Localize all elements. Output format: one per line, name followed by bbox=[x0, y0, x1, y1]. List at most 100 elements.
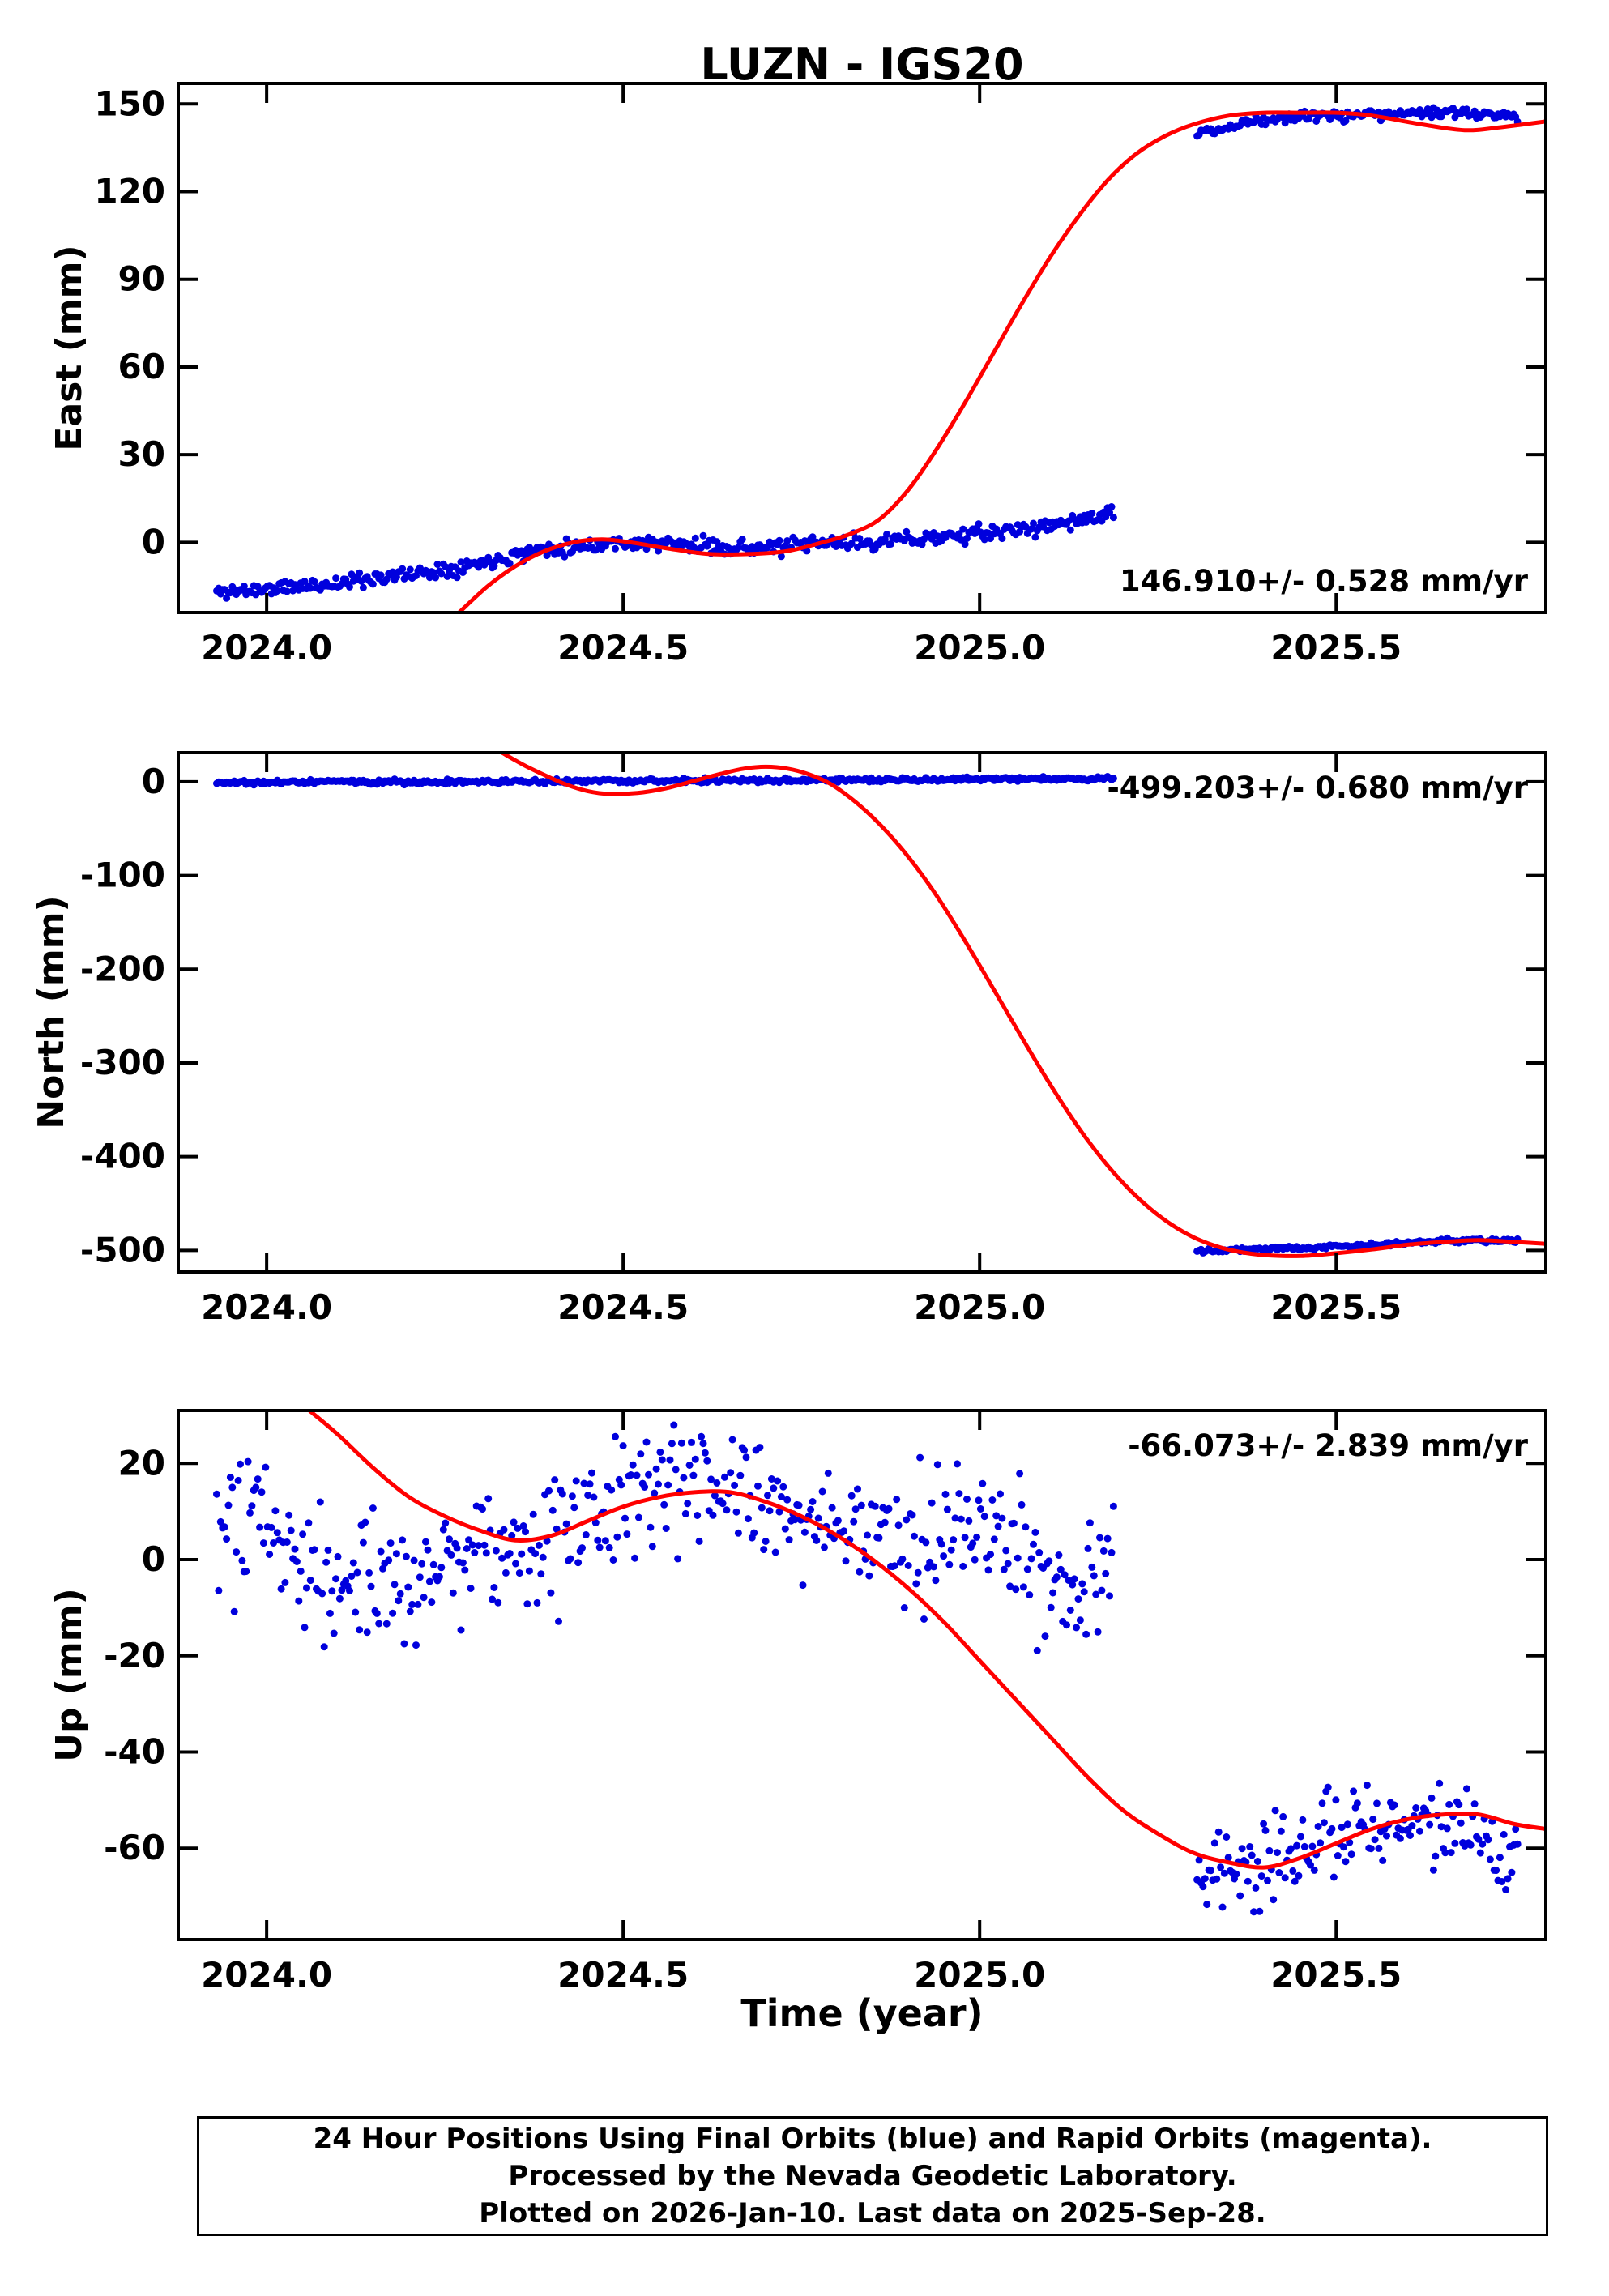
data-point bbox=[883, 531, 891, 538]
data-point bbox=[277, 1585, 285, 1593]
data-point bbox=[1012, 1585, 1020, 1594]
data-point bbox=[721, 1473, 728, 1481]
data-point bbox=[1300, 1842, 1308, 1850]
data-point bbox=[887, 540, 894, 548]
data-point bbox=[332, 1575, 340, 1583]
data-point bbox=[1195, 1856, 1203, 1864]
data-point bbox=[1350, 1787, 1358, 1795]
data-point bbox=[514, 1524, 522, 1532]
data-point bbox=[783, 1496, 792, 1504]
data-point bbox=[377, 571, 385, 579]
data-point bbox=[731, 1481, 739, 1489]
data-point bbox=[482, 1549, 490, 1557]
data-point bbox=[584, 1492, 592, 1500]
data-point bbox=[224, 1501, 233, 1509]
data-point bbox=[990, 1535, 998, 1543]
east-ytick-label: 90 bbox=[118, 259, 165, 299]
east-ytick-label: 30 bbox=[118, 434, 165, 474]
data-point bbox=[574, 1559, 583, 1567]
data-point bbox=[443, 572, 451, 580]
data-point bbox=[386, 1539, 395, 1547]
data-point bbox=[1092, 1590, 1100, 1598]
data-point bbox=[435, 1573, 443, 1581]
data-point bbox=[1379, 1856, 1387, 1864]
data-point bbox=[1334, 1852, 1342, 1859]
data-point bbox=[1109, 1502, 1117, 1510]
data-point bbox=[395, 1597, 403, 1605]
data-point bbox=[1367, 1845, 1375, 1853]
data-point bbox=[754, 1482, 762, 1490]
data-point bbox=[500, 1526, 508, 1534]
data-point bbox=[1076, 1616, 1084, 1624]
data-point bbox=[365, 1568, 373, 1577]
data-point bbox=[242, 1568, 250, 1576]
data-point bbox=[281, 1578, 289, 1586]
data-point bbox=[348, 1573, 356, 1580]
data-point bbox=[1056, 1565, 1065, 1573]
data-point bbox=[707, 1475, 715, 1483]
data-point bbox=[428, 1598, 436, 1607]
data-point bbox=[709, 1511, 717, 1519]
data-point bbox=[684, 1500, 692, 1508]
data-point bbox=[727, 1469, 735, 1477]
data-point bbox=[694, 1512, 702, 1519]
data-point bbox=[437, 570, 446, 578]
data-point bbox=[664, 1481, 672, 1489]
data-point bbox=[1000, 1565, 1008, 1573]
data-point bbox=[535, 1541, 543, 1549]
data-point bbox=[1027, 525, 1035, 533]
data-point bbox=[1289, 1867, 1297, 1875]
data-point bbox=[634, 1513, 642, 1521]
data-point bbox=[453, 1544, 461, 1552]
north-ytick-label: -500 bbox=[80, 1230, 165, 1270]
data-point bbox=[406, 1607, 414, 1615]
data-point bbox=[570, 1504, 578, 1512]
data-point bbox=[1027, 1555, 1035, 1563]
data-point bbox=[1236, 1892, 1244, 1900]
data-point bbox=[248, 1502, 256, 1510]
data-point bbox=[522, 551, 529, 559]
data-point bbox=[233, 1548, 241, 1556]
data-point bbox=[475, 563, 483, 571]
data-point bbox=[723, 1506, 731, 1514]
data-point bbox=[799, 1581, 807, 1590]
data-point bbox=[422, 1538, 429, 1546]
data-point bbox=[1223, 1833, 1231, 1841]
north-ytick-label: -100 bbox=[80, 856, 165, 895]
data-point bbox=[900, 1604, 908, 1611]
data-point bbox=[1109, 775, 1117, 783]
data-point bbox=[525, 1567, 533, 1575]
data-point bbox=[568, 1492, 576, 1500]
data-point bbox=[645, 1470, 652, 1479]
data-point bbox=[1500, 1830, 1508, 1838]
north-axis-title: North (mm) bbox=[31, 895, 72, 1129]
data-point bbox=[1342, 1858, 1350, 1866]
data-point bbox=[647, 1523, 655, 1531]
data-point bbox=[399, 565, 407, 573]
data-point bbox=[490, 562, 498, 570]
data-point bbox=[988, 1496, 997, 1504]
data-point bbox=[389, 1609, 397, 1617]
data-point bbox=[840, 1527, 848, 1535]
data-point bbox=[910, 1532, 918, 1540]
data-point bbox=[420, 1594, 428, 1602]
data-point bbox=[334, 1552, 342, 1560]
data-point bbox=[758, 1504, 766, 1512]
data-point bbox=[713, 1479, 721, 1487]
data-point bbox=[332, 574, 340, 583]
data-point bbox=[908, 1511, 916, 1519]
data-point bbox=[965, 1517, 973, 1525]
data-point bbox=[1308, 1842, 1317, 1850]
data-point bbox=[385, 1556, 393, 1564]
data-point bbox=[1106, 1592, 1113, 1600]
north-xtick-label: 2025.5 bbox=[1270, 1287, 1402, 1327]
data-point bbox=[617, 1481, 625, 1489]
data-point bbox=[1426, 1820, 1434, 1829]
data-point bbox=[515, 1569, 523, 1577]
data-point bbox=[1090, 1572, 1098, 1580]
data-point bbox=[1009, 1519, 1018, 1527]
data-point bbox=[306, 584, 314, 592]
data-point bbox=[771, 1548, 779, 1556]
